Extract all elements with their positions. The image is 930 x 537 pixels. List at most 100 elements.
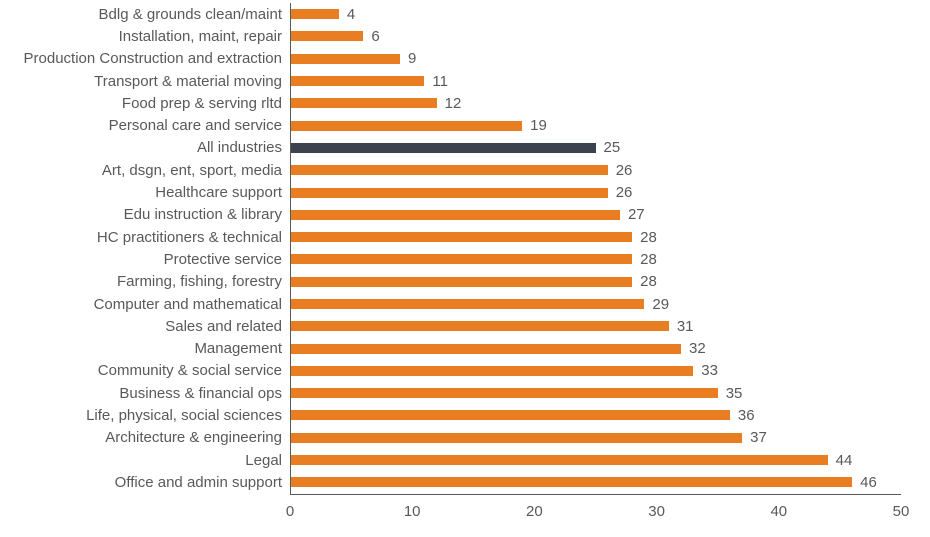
x-tick-label: 20 (526, 503, 543, 520)
bar (290, 53, 400, 64)
bar-track: 6 (290, 25, 901, 47)
value-label: 36 (737, 406, 755, 424)
bar-track: 32 (290, 337, 901, 359)
value-label: 9 (407, 50, 417, 68)
value-label: 37 (750, 429, 767, 447)
bar-track: 27 (290, 204, 901, 226)
bar-row: Protective service 28 (0, 248, 901, 270)
bar-row: Management 32 (0, 337, 901, 359)
x-tick-label: 10 (403, 503, 421, 520)
bar (290, 31, 364, 42)
bar (290, 388, 718, 399)
bar (290, 365, 694, 376)
value-label: 4 (346, 5, 356, 23)
bar (290, 410, 730, 421)
bar-row: Life, physical, social sciences 36 (0, 404, 901, 426)
bar (290, 209, 620, 220)
value-label: 46 (860, 473, 877, 491)
value-label: 27 (627, 206, 645, 224)
bar-row: Production Construction and extraction 9 (0, 48, 901, 70)
category-label: Food prep & serving rltd (121, 94, 282, 112)
x-tick-label: 50 (892, 503, 910, 520)
bar-row: Business & financial ops 35 (0, 382, 901, 404)
bar-track: 4 (290, 3, 901, 25)
bar-row: Legal 44 (0, 449, 901, 471)
bar (290, 276, 633, 287)
bar-track: 46 (290, 471, 901, 493)
bar-row: Community & social service 33 (0, 360, 901, 382)
value-label: 29 (652, 295, 670, 313)
bar-row: Food prep & serving rltd 12 (0, 92, 901, 114)
bar-track: 9 (290, 48, 901, 70)
bar-row: Farming, fishing, forestry 28 (0, 271, 901, 293)
category-label: Bdlg & grounds clean/maint (98, 5, 282, 23)
category-label: Transport & material moving (94, 72, 282, 90)
highlight-bar (290, 142, 596, 153)
category-label: Personal care and service (108, 117, 282, 135)
bar-row: Architecture & engineering 37 (0, 427, 901, 449)
bar (290, 254, 633, 265)
bar-track: 35 (290, 382, 901, 404)
category-label: Business & financial ops (119, 384, 282, 402)
bar-track: 11 (290, 70, 901, 92)
bar-row: All industries 25 (0, 137, 901, 159)
category-label: Office and admin support (114, 473, 282, 491)
category-label: HC practitioners & technical (96, 228, 282, 246)
bar-row: Installation, maint, repair 6 (0, 25, 901, 47)
bar-row: Personal care and service 19 (0, 114, 901, 136)
bar-track: 28 (290, 226, 901, 248)
bar (290, 343, 682, 354)
bar-track: 31 (290, 315, 901, 337)
bar-track: 26 (290, 159, 901, 181)
value-label: 33 (701, 362, 718, 380)
category-label: Architecture & engineering (105, 429, 282, 447)
category-label: Computer and mathematical (93, 295, 282, 313)
bar-track: 33 (290, 360, 901, 382)
bar-track: 12 (290, 92, 901, 114)
bar-row: Transport & material moving 11 (0, 70, 901, 92)
y-axis-line (290, 3, 291, 494)
value-label: 28 (640, 228, 657, 246)
bar-track: 28 (290, 271, 901, 293)
category-label: Sales and related (165, 317, 282, 335)
category-label: Management (194, 340, 282, 358)
bar-row: HC practitioners & technical 28 (0, 226, 901, 248)
category-label: Life, physical, social sciences (86, 406, 282, 424)
value-label: 32 (689, 340, 706, 358)
x-axis-tick-labels: 0 10 20 30 40 50 (286, 503, 910, 525)
bar-row: Computer and mathematical 29 (0, 293, 901, 315)
bar-row: Office and admin support 46 (0, 471, 901, 493)
bar-track: 26 (290, 181, 901, 203)
value-label: 26 (615, 161, 633, 179)
bar (290, 187, 608, 198)
value-label: 25 (603, 139, 621, 157)
value-label: 11 (432, 72, 448, 90)
category-label: Production Construction and extraction (23, 50, 282, 68)
category-label: Farming, fishing, forestry (116, 273, 282, 291)
bar-row: Art, dsgn, ent, sport, media 26 (0, 159, 901, 181)
bar-row: Edu instruction & library 27 (0, 204, 901, 226)
value-label: 31 (676, 317, 694, 335)
bar-track: 19 (290, 114, 901, 136)
bar-track: 29 (290, 293, 901, 315)
bar (290, 321, 669, 332)
bar (290, 477, 853, 488)
value-label: 26 (615, 184, 633, 202)
bar (290, 455, 828, 466)
category-label: Edu instruction & library (123, 206, 282, 224)
bar-row: Bdlg & grounds clean/maint 4 (0, 3, 901, 25)
bar (290, 76, 425, 87)
bar (290, 120, 523, 131)
value-label: 28 (640, 273, 657, 291)
value-label: 6 (371, 27, 380, 45)
bar (290, 165, 608, 176)
category-label: Protective service (163, 250, 282, 268)
bar-track: 28 (290, 248, 901, 270)
bar (290, 232, 633, 243)
category-label: Installation, maint, repair (118, 27, 282, 45)
value-label: 28 (640, 250, 657, 268)
category-label: Legal (245, 451, 282, 469)
value-label: 35 (725, 384, 743, 402)
value-label: 19 (530, 117, 547, 135)
